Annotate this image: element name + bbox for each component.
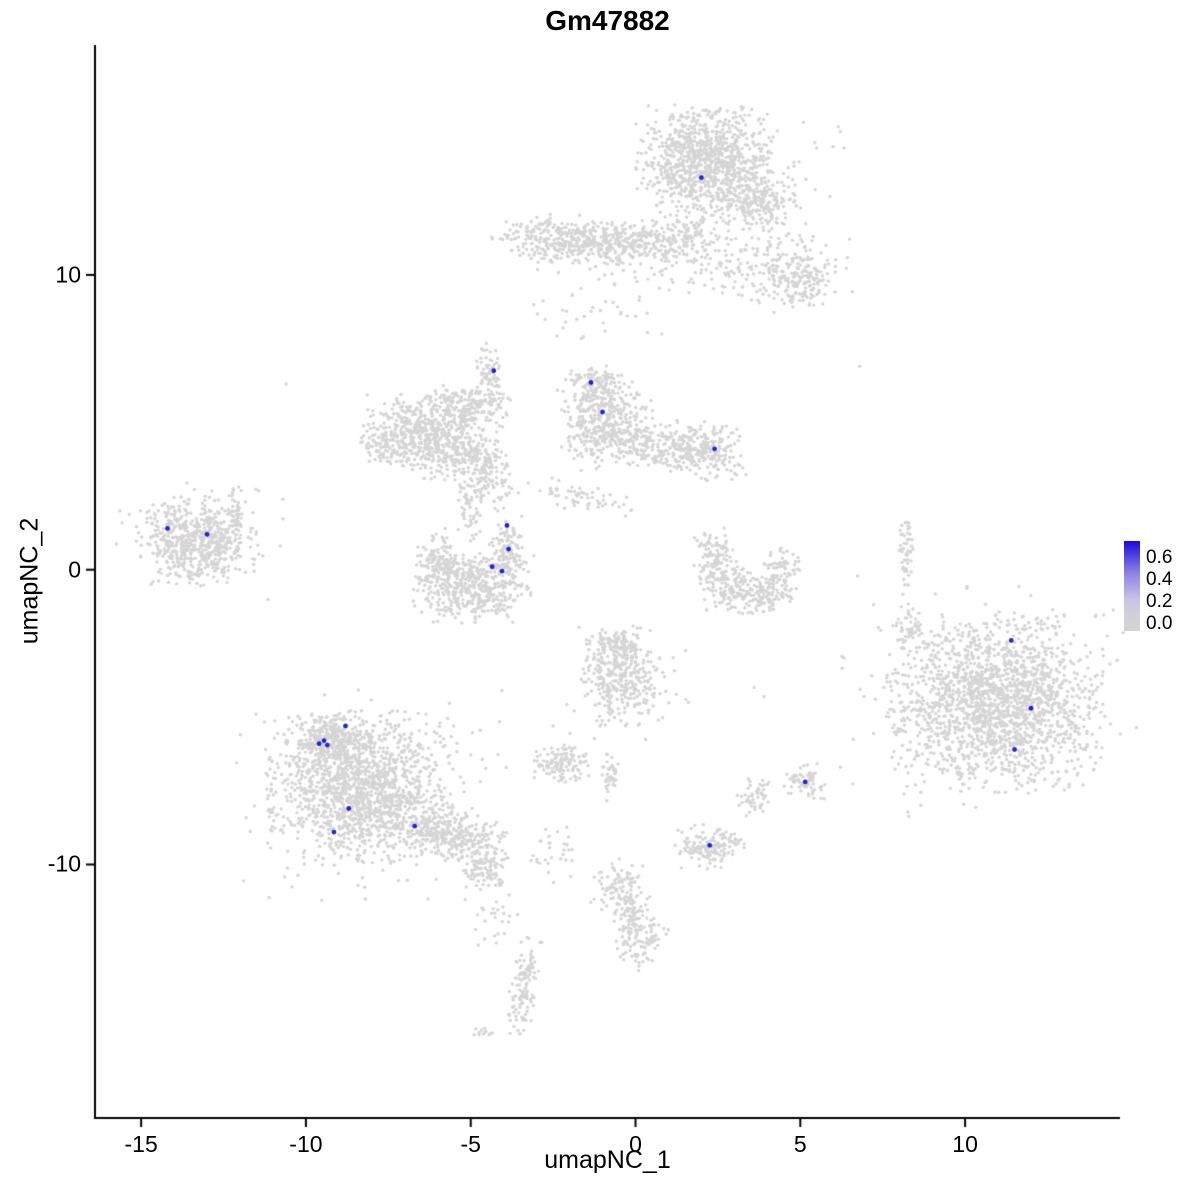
legend-labels: 0.6 0.4 0.2 0.0 bbox=[1146, 547, 1172, 635]
legend-tick-label: 0.4 bbox=[1146, 569, 1173, 590]
y-tick-label: 0 bbox=[68, 556, 81, 583]
y-tick-label: -10 bbox=[47, 850, 81, 877]
x-tick-label: 5 bbox=[793, 1131, 807, 1157]
x-axis-label: umapNC_1 bbox=[544, 1146, 671, 1174]
x-tick-label: 10 bbox=[952, 1131, 978, 1157]
legend-tick-label: 0.2 bbox=[1146, 591, 1173, 612]
x-tick-label: 0 bbox=[629, 1131, 642, 1157]
plot-title: Gm47882 bbox=[545, 5, 670, 36]
legend-tick-label: 0.6 bbox=[1146, 547, 1173, 568]
color-legend: 0.6 0.4 0.2 0.0 bbox=[1124, 541, 1194, 636]
legend-gradient-bar bbox=[1124, 541, 1140, 631]
y-axis-label: umapNC_2 bbox=[15, 517, 44, 645]
legend-tick-label: 0.0 bbox=[1146, 613, 1173, 634]
x-tick-label: -5 bbox=[460, 1131, 481, 1157]
x-tick-label: -15 bbox=[124, 1131, 158, 1157]
x-tick-label: -10 bbox=[289, 1131, 323, 1157]
y-tick-label: 10 bbox=[55, 261, 81, 288]
